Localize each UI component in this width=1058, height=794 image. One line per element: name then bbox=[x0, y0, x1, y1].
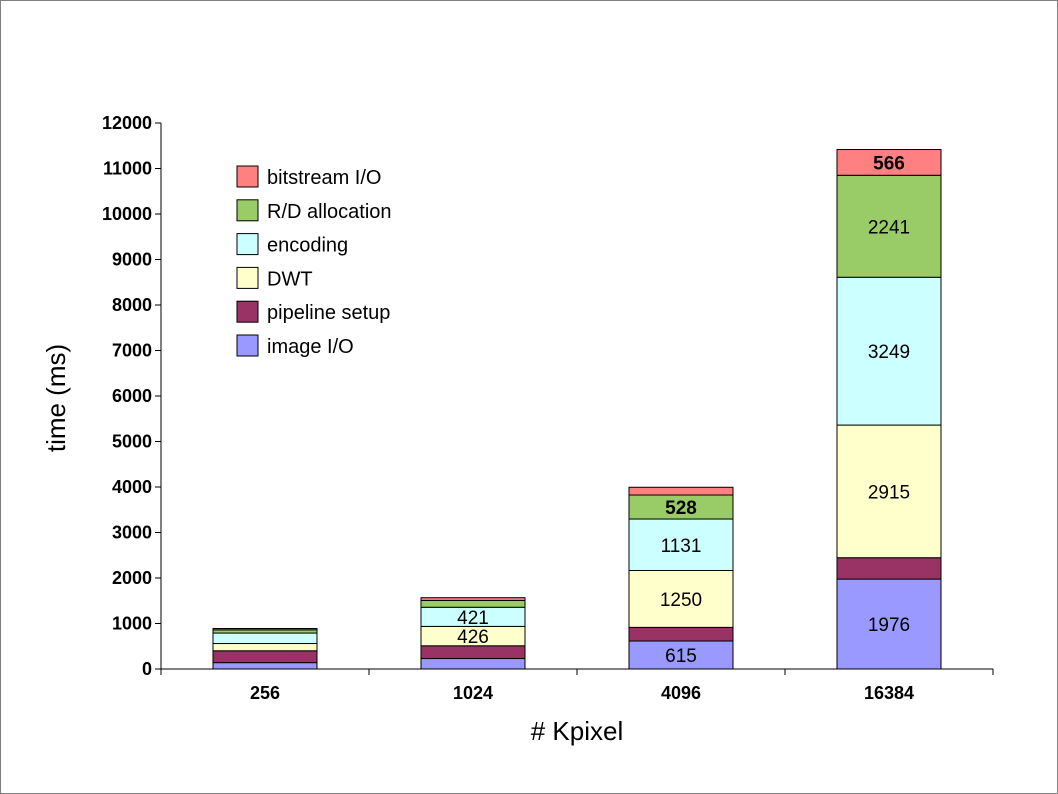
bar-segment-r-d-allocation-16384 bbox=[836, 174, 942, 278]
bar-segment-pipeline-setup-16384 bbox=[836, 557, 942, 580]
y-tick-label: 2000 bbox=[112, 568, 152, 588]
bar-segment-bitstream-i-o-1024 bbox=[420, 597, 526, 601]
y-tick-label: 1000 bbox=[112, 614, 152, 634]
data-label-dwt-1024: 426 bbox=[457, 627, 489, 648]
bar-segment-image-i-o-256 bbox=[212, 662, 318, 670]
y-tick-label: 4000 bbox=[112, 477, 152, 497]
bar-segment-encoding-256 bbox=[212, 632, 318, 645]
bar-segment-pipeline-setup-256 bbox=[212, 650, 318, 664]
y-tick-label: 11000 bbox=[103, 159, 152, 179]
x-tick-label-4096: 4096 bbox=[661, 683, 701, 703]
legend-swatch-pipeline-setup bbox=[236, 300, 259, 323]
x-tick-label-1024: 1024 bbox=[453, 683, 493, 703]
legend-label-dwt: DWT bbox=[267, 268, 313, 290]
legend-swatch-r-d-allocation bbox=[236, 199, 259, 222]
data-label-encoding-16384: 3249 bbox=[868, 342, 910, 363]
bar-segment-r-d-allocation-4096 bbox=[628, 494, 734, 520]
y-tick-label: 7000 bbox=[112, 341, 152, 361]
legend-swatch-dwt bbox=[236, 266, 259, 289]
bar-segment-encoding-4096 bbox=[628, 518, 734, 571]
y-tick-label: 5000 bbox=[112, 432, 152, 452]
y-tick-label: 10000 bbox=[102, 204, 152, 224]
data-label-dwt-4096: 1250 bbox=[660, 590, 702, 611]
legend-swatch-bitstream-i-o bbox=[236, 165, 259, 188]
bar-segment-r-d-allocation-1024 bbox=[420, 599, 526, 608]
data-label-image-i-o-4096: 615 bbox=[665, 646, 697, 667]
bar-segment-image-i-o-4096 bbox=[628, 640, 734, 670]
axes-layer: 0 1000 2000 3000 4000 5000 6000 7000 8000 9000 100… bbox=[102, 113, 994, 703]
x-tick-label-16384: 16384 bbox=[864, 683, 914, 703]
y-axis-title: time (ms) bbox=[41, 344, 71, 452]
bar-segment-pipeline-setup-4096 bbox=[628, 626, 734, 642]
x-axis-title: # Kpixel bbox=[531, 716, 624, 746]
y-tick-label: 8000 bbox=[112, 295, 152, 315]
data-label-bitstream-i-o-16384: 566 bbox=[873, 153, 905, 174]
data-label-dwt-16384: 2915 bbox=[868, 482, 910, 503]
y-tick-label: 9000 bbox=[112, 250, 152, 270]
legend-label-image-i-o: image I/O bbox=[267, 336, 354, 358]
bar-segment-bitstream-i-o-256 bbox=[212, 628, 318, 631]
legend-swatch-encoding bbox=[236, 233, 259, 256]
y-tick-label: 6000 bbox=[112, 386, 152, 406]
data-label-encoding-1024: 421 bbox=[457, 608, 489, 629]
data-label-r-d-allocation-16384: 2241 bbox=[868, 217, 910, 238]
legend-label-encoding: encoding bbox=[267, 235, 348, 257]
data-label-image-i-o-16384: 1976 bbox=[868, 615, 910, 636]
bar-segment-bitstream-i-o-4096 bbox=[628, 486, 734, 496]
legend-label-bitstream-i-o: bitstream I/O bbox=[267, 167, 381, 189]
legend-swatch-image-i-o bbox=[236, 334, 259, 357]
data-label-r-d-allocation-4096: 528 bbox=[665, 498, 697, 519]
legend: bitstream I/O R/D allocation encoding DWT pi… bbox=[236, 165, 392, 358]
y-tick-label: 3000 bbox=[112, 523, 152, 543]
legend-label-pipeline-setup: pipeline setup bbox=[267, 302, 390, 324]
bar-segment-bitstream-i-o-16384 bbox=[836, 149, 942, 176]
data-label-encoding-4096: 1131 bbox=[661, 536, 702, 557]
y-tick-label: 12000 bbox=[102, 113, 152, 133]
bar-segment-dwt-4096 bbox=[628, 569, 734, 628]
bar-segment-dwt-256 bbox=[212, 643, 318, 652]
legend-label-r-d-allocation: R/D allocation bbox=[267, 201, 392, 223]
bar-segment-dwt-16384 bbox=[836, 424, 942, 559]
x-tick-label-256: 256 bbox=[250, 683, 280, 703]
y-tick-label: 0 bbox=[142, 659, 152, 679]
bar-segment-image-i-o-1024 bbox=[420, 658, 526, 670]
